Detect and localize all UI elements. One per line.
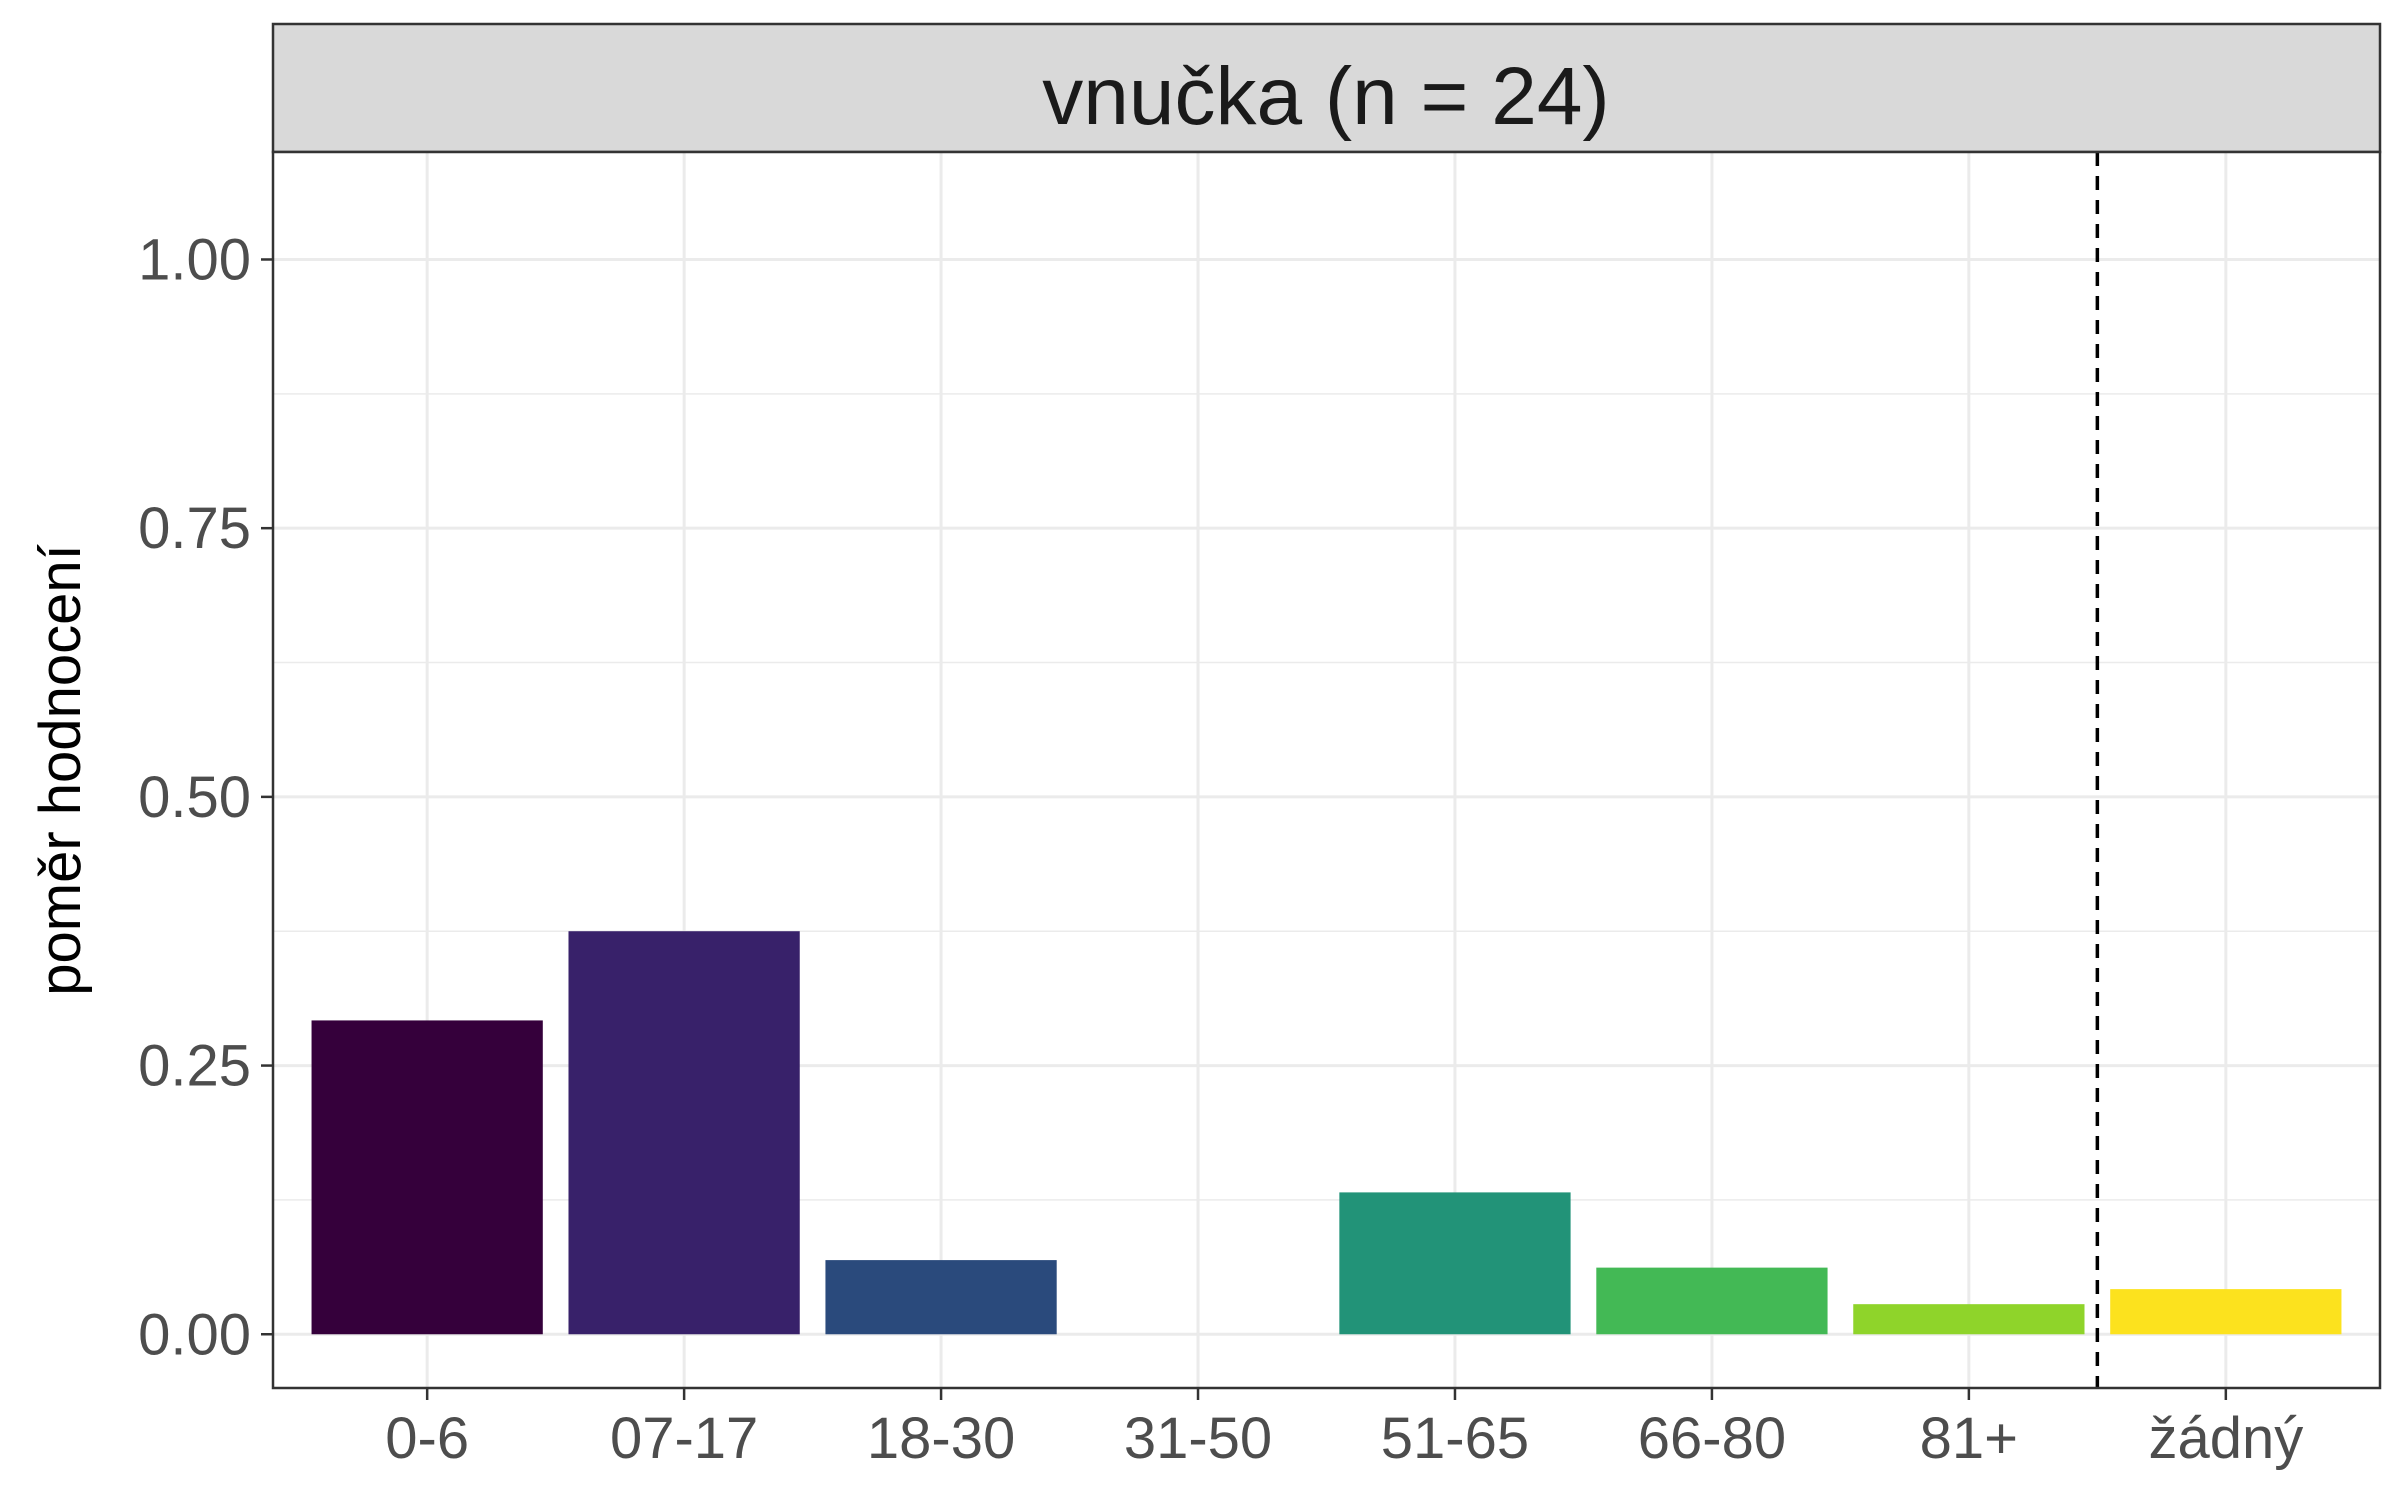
bar-66-80 bbox=[1596, 1267, 1828, 1335]
y-tick-label: 0.25 bbox=[138, 1034, 251, 1099]
y-axis: 0.00 0.25 0.50 0.75 1.00 bbox=[138, 227, 273, 1367]
x-tick-label: 31-50 bbox=[1124, 1406, 1272, 1471]
plot-border bbox=[271, 150, 2382, 1390]
bar-07-17 bbox=[568, 931, 800, 1335]
x-tick-label: 51-65 bbox=[1381, 1406, 1529, 1471]
bar-0-6 bbox=[311, 1020, 543, 1335]
bar-18-30 bbox=[825, 1260, 1057, 1335]
bars bbox=[311, 931, 2342, 1335]
y-axis-title: poměr hodnocení bbox=[28, 544, 93, 995]
bar-51-65 bbox=[1339, 1192, 1571, 1335]
x-axis: 0-6 07-17 18-30 31-50 51-65 66-80 81+ žádný bbox=[385, 1388, 2303, 1471]
y-tick-label: 0.75 bbox=[138, 496, 251, 561]
bar-žádný bbox=[2110, 1289, 2342, 1335]
x-tick-label: 18-30 bbox=[867, 1406, 1015, 1471]
x-tick-label: 81+ bbox=[1920, 1406, 2018, 1471]
bar-81+ bbox=[1853, 1304, 2085, 1335]
y-tick-label: 0.00 bbox=[138, 1302, 251, 1367]
x-tick-label: 0-6 bbox=[385, 1406, 469, 1471]
y-tick-label: 1.00 bbox=[138, 227, 251, 292]
facet-strip bbox=[271, 22, 2382, 154]
x-tick-label: 07-17 bbox=[610, 1406, 758, 1471]
y-tick-label: 0.50 bbox=[138, 765, 251, 830]
x-tick-label: 66-80 bbox=[1638, 1406, 1786, 1471]
x-tick-label: žádný bbox=[2148, 1406, 2303, 1471]
chart-title: vnučka (n = 24) bbox=[1042, 51, 1609, 142]
